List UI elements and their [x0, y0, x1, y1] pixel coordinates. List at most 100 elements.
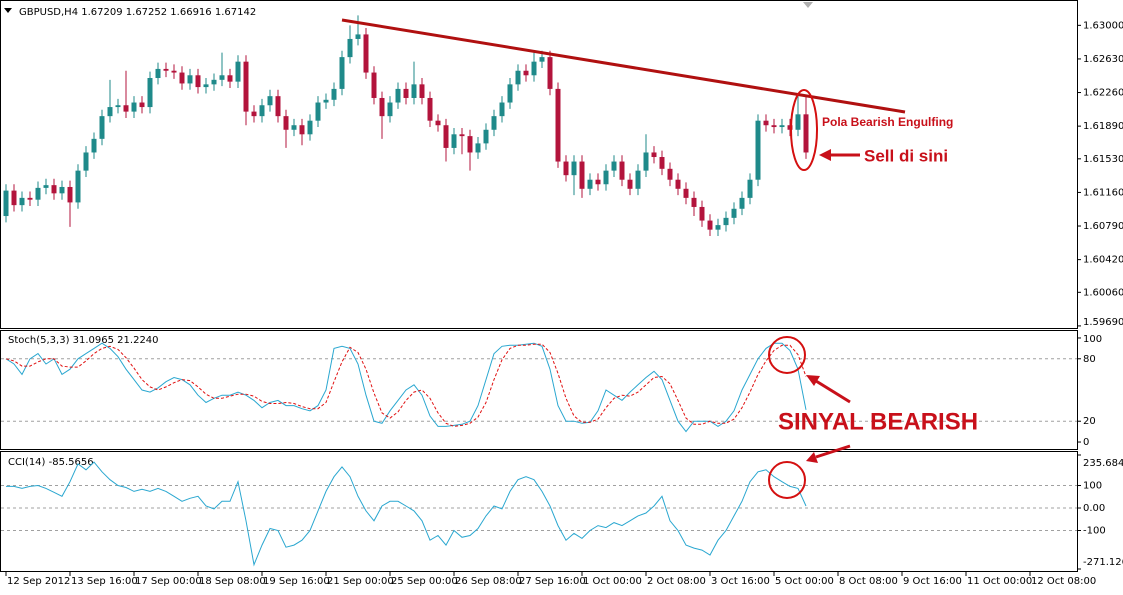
candle-body [779, 125, 785, 128]
y-tick-label: 20 [1083, 416, 1096, 427]
x-tick-label: 2 Oct 08:00 [647, 576, 706, 587]
candle-body [507, 84, 513, 103]
candle-body [803, 114, 809, 153]
candle-body [339, 57, 345, 89]
x-tick-label: 12 Sep 2012 [7, 576, 70, 587]
candle-body [707, 220, 713, 230]
candle-body [579, 161, 585, 189]
candle-body [715, 225, 721, 230]
x-tick-label: 8 Oct 08:00 [839, 576, 898, 587]
candle-body [603, 170, 609, 185]
y-tick-label: 1.61890 [1083, 121, 1123, 132]
indicator-line [6, 461, 807, 567]
candle-body [699, 206, 705, 221]
candle-body [139, 102, 145, 108]
chart-title: GBPUSD,H4 1.67209 1.67252 1.66916 1.6714… [19, 7, 256, 18]
candle-body [755, 120, 761, 180]
x-tick-label: 27 Sep 16:00 [519, 576, 586, 587]
candle-body [123, 105, 129, 112]
candle-body [563, 161, 569, 176]
candle-body [483, 129, 489, 144]
candle-body [131, 102, 137, 112]
candle-body [395, 88, 401, 103]
x-tick-label: 5 Oct 00:00 [775, 576, 834, 587]
candle-body [299, 125, 305, 135]
stoch-circle [768, 336, 806, 374]
candle-body [291, 125, 297, 130]
candle-body [611, 161, 617, 171]
candle-body [723, 217, 729, 226]
cci-title: CCI(14) -85.5656 [8, 457, 94, 468]
indicator-line [5, 342, 807, 433]
candle-body [179, 72, 185, 84]
candle-body [323, 99, 329, 103]
y-tick-label: 0 [1083, 437, 1089, 448]
candle-body [171, 70, 177, 73]
candle-body [691, 197, 697, 207]
candle-body [251, 111, 257, 117]
candle-body [107, 107, 113, 117]
y-tick-label: -271.1268 [1083, 557, 1123, 568]
signal-arrow-1 [815, 379, 851, 404]
candle-body [627, 179, 633, 189]
candle-body [531, 61, 537, 76]
candle-body [59, 186, 65, 194]
x-tick-label: 17 Sep 00:00 [135, 576, 202, 587]
x-tick-label: 18 Sep 08:00 [199, 576, 266, 587]
menu-triangle[interactable] [4, 8, 12, 13]
candle-body [243, 61, 249, 112]
candle-body [99, 116, 105, 139]
candle-body [651, 152, 657, 158]
y-tick-label: 1.63000 [1083, 20, 1123, 31]
y-tick-label: 235.6846 [1083, 458, 1123, 469]
cci-panel-frame [0, 451, 1078, 572]
x-tick-label: 21 Sep 00:00 [327, 576, 394, 587]
candle-body [427, 97, 433, 121]
signal-label: SINYAL BEARISH [778, 408, 978, 435]
shift-marker [803, 2, 813, 8]
candle-body [499, 102, 505, 117]
candle-body [571, 161, 577, 176]
candle-body [419, 84, 425, 98]
candle-body [595, 179, 601, 185]
x-tick-label: 11 Oct 00:00 [967, 576, 1032, 587]
pattern-label: Pola Bearish Engulfing [822, 115, 953, 129]
candle-body [451, 134, 457, 148]
candle-body [459, 134, 465, 137]
signal-arrow-2-head [806, 452, 818, 463]
candle-body [219, 75, 225, 80]
candle-body [667, 168, 673, 180]
y-tick-label: 1.60420 [1083, 255, 1123, 266]
candle-body [547, 57, 553, 89]
candle-body [75, 170, 81, 203]
candle-body [83, 152, 89, 171]
x-tick-label: 25 Sep 00:00 [391, 576, 458, 587]
candle-body [683, 188, 689, 198]
candle-body [227, 75, 233, 82]
y-tick-label: 1.62630 [1083, 54, 1123, 65]
y-tick-label: 0.00 [1083, 503, 1105, 514]
y-tick-label: -100 [1083, 526, 1106, 537]
candle-body [539, 57, 545, 62]
price-panel-frame [0, 0, 1078, 329]
entry-label: Sell di sini [864, 146, 948, 165]
candle-body [187, 75, 193, 84]
candle-body [331, 88, 337, 100]
candle-body [443, 125, 449, 148]
candle-body [515, 70, 521, 85]
candle-body [35, 187, 41, 200]
candle-body [51, 185, 57, 194]
candle-body [307, 120, 313, 135]
candle-body [27, 197, 33, 200]
y-tick-label: 1.59690 [1083, 317, 1123, 328]
candle-body [475, 143, 481, 153]
candle-body [91, 138, 97, 153]
x-tick-label: 3 Oct 16:00 [711, 576, 770, 587]
y-tick-label: 100 [1083, 481, 1102, 492]
candle-body [155, 68, 161, 79]
x-tick-label: 19 Sep 16:00 [263, 576, 330, 587]
candle-body [747, 179, 753, 198]
candle-body [675, 179, 681, 189]
candle-body [435, 120, 441, 126]
